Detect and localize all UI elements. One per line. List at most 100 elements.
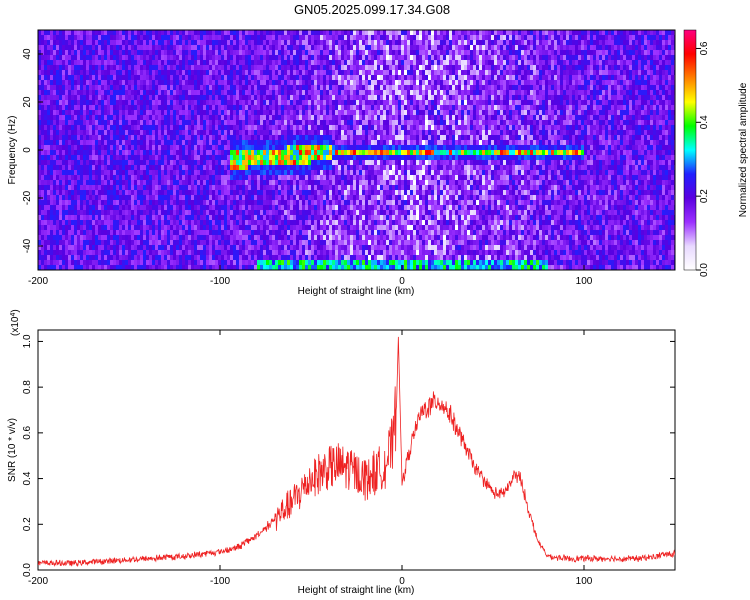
- spectrogram-cell: [149, 195, 152, 200]
- spectrogram-cell: [233, 135, 236, 140]
- spectrogram-cell: [38, 175, 41, 180]
- spectrogram-cell: [140, 90, 143, 95]
- spectrogram-cell: [164, 75, 167, 80]
- spectrogram-cell: [149, 160, 152, 165]
- spectrogram-cell: [173, 135, 176, 140]
- spectrogram-cell: [98, 130, 101, 135]
- spectrogram-cell: [200, 70, 203, 75]
- spectrogram-cell: [209, 215, 212, 220]
- spectrogram-cell: [281, 260, 284, 265]
- spectrogram-cell: [338, 115, 341, 120]
- spectrogram-cell: [200, 35, 203, 40]
- spectrogram-cell: [146, 105, 149, 110]
- spectrogram-cell: [110, 80, 113, 85]
- spectrogram-cell: [89, 200, 92, 205]
- spectrogram-cell: [251, 255, 254, 260]
- spectrogram-cell: [326, 205, 329, 210]
- spectrogram-cell: [74, 150, 77, 155]
- spectrogram-cell: [278, 110, 281, 115]
- spectrogram-cell: [38, 45, 41, 50]
- spectrogram-cell: [68, 105, 71, 110]
- spectrogram-cell: [278, 195, 281, 200]
- spectrogram-cell: [182, 30, 185, 35]
- spectrogram-cell: [137, 185, 140, 190]
- spectrogram-cell: [188, 40, 191, 45]
- spectrogram-cell: [293, 225, 296, 230]
- spectrogram-cell: [290, 80, 293, 85]
- spectrogram-cell: [212, 95, 215, 100]
- spectrogram-cell: [275, 115, 278, 120]
- spectrogram-cell: [131, 230, 134, 235]
- spectrogram-cell: [326, 90, 329, 95]
- spectrogram-cell: [239, 240, 242, 245]
- spectrogram-cell: [263, 70, 266, 75]
- spectrogram-cell: [320, 85, 323, 90]
- spectrogram-cell: [209, 250, 212, 255]
- spectrogram-cell: [347, 215, 350, 220]
- spectrogram-cell: [152, 160, 155, 165]
- spectrogram-cell: [293, 55, 296, 60]
- spectrogram-cell: [194, 120, 197, 125]
- spectrogram-cell: [218, 115, 221, 120]
- spectrogram-cell: [53, 65, 56, 70]
- spectrogram-cell: [89, 185, 92, 190]
- spectrogram-cell: [293, 230, 296, 235]
- spectrogram-cell: [269, 200, 272, 205]
- spectrogram-cell: [68, 60, 71, 65]
- spectrogram-cell: [272, 190, 275, 195]
- spectrogram-cell: [230, 110, 233, 115]
- spectrogram-cell: [107, 95, 110, 100]
- spectrogram-cell: [83, 40, 86, 45]
- spectrogram-cell: [41, 70, 44, 75]
- spectrogram-cell: [254, 120, 257, 125]
- spectrogram-cell: [143, 260, 146, 265]
- spectrogram-cell: [239, 35, 242, 40]
- spectrogram-cell: [221, 140, 224, 145]
- spectrogram-cell: [131, 30, 134, 35]
- spectrogram-cell: [284, 120, 287, 125]
- spectrogram-cell: [182, 75, 185, 80]
- spectrogram-cell: [242, 250, 245, 255]
- spectrogram-cell: [83, 105, 86, 110]
- spectrogram-cell: [236, 180, 239, 185]
- spectrogram-cell: [245, 225, 248, 230]
- spectrogram-cell: [266, 170, 269, 175]
- spectrogram-cell: [338, 55, 341, 60]
- spectrogram-cell: [248, 235, 251, 240]
- spectrogram-cell: [47, 130, 50, 135]
- spectrogram-cell: [263, 65, 266, 70]
- spectrogram-cell: [110, 205, 113, 210]
- spectrogram-cell: [230, 150, 233, 155]
- spectrogram-cell: [194, 140, 197, 145]
- spectrogram-cell: [332, 240, 335, 245]
- spectrogram-cell: [50, 150, 53, 155]
- spectrogram-cell: [98, 135, 101, 140]
- spectrogram-cell: [128, 160, 131, 165]
- spectrogram-cell: [227, 190, 230, 195]
- spectrogram-cell: [128, 220, 131, 225]
- spectrogram-cell: [155, 245, 158, 250]
- spectrogram-cell: [65, 60, 68, 65]
- spectrogram-cell: [77, 265, 80, 270]
- spectrogram-cell: [287, 120, 290, 125]
- spectrogram-cell: [344, 100, 347, 105]
- spectrogram-cell: [167, 140, 170, 145]
- spectrogram-cell: [146, 265, 149, 270]
- spectrogram-cell: [215, 145, 218, 150]
- spectrogram-cell: [239, 155, 242, 160]
- spectrogram-cell: [242, 40, 245, 45]
- spectrogram-cell: [104, 260, 107, 265]
- spectrogram-cell: [293, 95, 296, 100]
- spectrogram-cell: [347, 180, 350, 185]
- spectrogram-cell: [104, 80, 107, 85]
- spectrogram-cell: [65, 75, 68, 80]
- spectrogram-cell: [56, 180, 59, 185]
- spectrogram-cell: [218, 85, 221, 90]
- spectrogram-cell: [341, 170, 344, 175]
- spectrogram-cell: [86, 105, 89, 110]
- spectrogram-cell: [158, 250, 161, 255]
- spectrogram-cell: [242, 220, 245, 225]
- spectrogram-cell: [107, 140, 110, 145]
- spectrogram-cell: [296, 80, 299, 85]
- spectrogram-cell: [167, 105, 170, 110]
